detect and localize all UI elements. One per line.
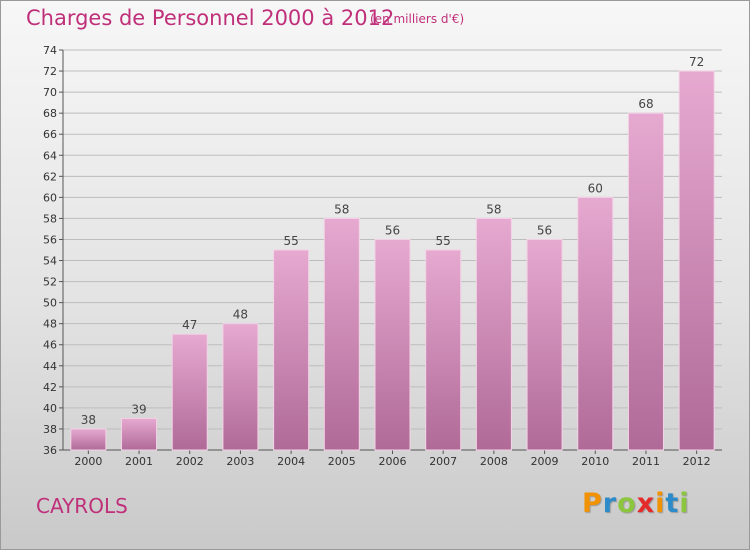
y-tick-label: 48 [43,318,57,331]
bar [273,249,310,451]
x-tick-label: 2011 [632,455,660,468]
x-tick-label: 2010 [581,455,609,468]
y-tick-label: 46 [43,339,57,352]
x-tick-label: 2001 [125,455,153,468]
logo-letter: r [602,488,618,519]
x-tick-label: 2009 [531,455,559,468]
bar [323,217,360,451]
value-label: 55 [436,234,451,248]
value-label: 72 [689,55,704,69]
bar [678,70,715,451]
value-label: 39 [131,402,146,416]
y-tick-label: 42 [43,381,57,394]
x-tick-label: 2004 [277,455,305,468]
bar [70,428,107,451]
logo-letter: i [655,488,666,519]
x-tick-label: 2002 [176,455,204,468]
y-tick-label: 60 [43,191,57,204]
y-tick-label: 64 [43,149,57,162]
bar [627,112,664,451]
y-tick-label: 56 [43,233,57,246]
y-tick-label: 50 [43,297,57,310]
y-tick-label: 58 [43,212,57,225]
bar [526,238,563,451]
x-tick-label: 2003 [226,455,254,468]
y-tick-label: 44 [43,360,57,373]
value-label: 60 [588,181,603,195]
x-tick-label: 2012 [683,455,711,468]
y-tick-label: 74 [43,44,57,57]
bar [577,196,614,451]
bar [475,217,512,451]
chart-subtitle: (en milliers d'€) [370,12,465,26]
x-tick-label: 2008 [480,455,508,468]
value-label: 47 [182,318,197,332]
y-tick-label: 54 [43,255,57,268]
logo-letter: x [636,488,656,519]
proxiti-logo: Proxiti [582,488,690,519]
x-tick-label: 2000 [74,455,102,468]
value-label: 58 [486,202,501,216]
bars [70,70,715,451]
value-label: 38 [81,413,96,427]
y-tick-label: 36 [43,444,57,457]
value-label: 68 [638,97,653,111]
chart-title: Charges de Personnel 2000 à 2012 [26,6,395,30]
bar [425,249,462,451]
logo-letter: P [582,488,603,519]
x-tick-label: 2006 [379,455,407,468]
x-tick-label: 2005 [328,455,356,468]
y-tick-label: 62 [43,170,57,183]
commune-name: CAYROLS [36,494,128,518]
x-tick-label: 2007 [429,455,457,468]
logo-letter: t [665,488,680,519]
y-tick-label: 72 [43,65,57,78]
y-tick-label: 52 [43,276,57,289]
value-label: 58 [334,202,349,216]
value-label: 55 [283,234,298,248]
bar [121,417,158,451]
value-label: 56 [537,223,552,237]
y-tick-label: 70 [43,86,57,99]
y-tick-label: 40 [43,402,57,415]
bar [171,333,208,451]
y-tick-label: 38 [43,423,57,436]
bar [374,238,411,451]
logo-letter: o [617,488,637,519]
y-tick-label: 66 [43,128,57,141]
bar [222,323,259,451]
logo-letter: i [679,488,690,519]
value-label: 48 [233,308,248,322]
value-label: 56 [385,223,400,237]
labels: 36 38 40 42 44 46 48 50 52 54 56 58 60 62 64 66 68 70 72 74… [43,44,711,468]
y-tick-label: 68 [43,107,57,120]
